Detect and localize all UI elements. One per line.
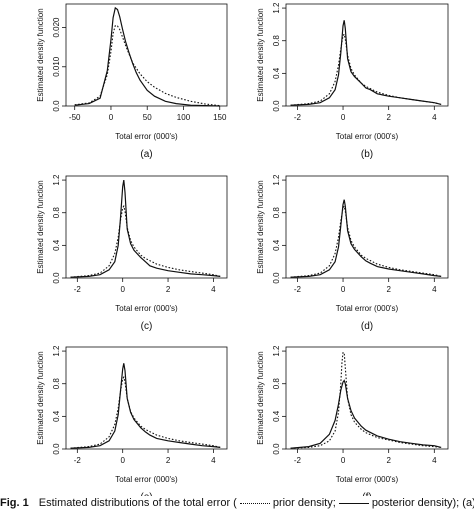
- y-tick-label: 0.8: [272, 207, 281, 219]
- y-axis-label: Estimated density function: [36, 8, 45, 101]
- x-tick-label: -2: [294, 113, 302, 122]
- caption-text-before: Estimated distributions of the total err…: [38, 497, 237, 509]
- panel-label: (b): [361, 149, 373, 160]
- posterior-density-line: [74, 6, 220, 107]
- y-tick-label: 0.010: [52, 56, 61, 77]
- x-tick-label: 2: [166, 456, 171, 465]
- caption-posterior-legend-line: [338, 502, 369, 504]
- y-axis-label: Estimated density function: [36, 180, 45, 273]
- x-axis-label: Total error (000's): [115, 304, 178, 313]
- x-tick-label: 0: [120, 456, 125, 465]
- plot-frame: [65, 3, 228, 107]
- y-tick-label: 0.4: [272, 410, 281, 422]
- posterior-density-line: [290, 199, 442, 278]
- x-tick-label: -2: [294, 456, 302, 465]
- panel-label: (c): [141, 321, 153, 332]
- x-tick-label: 100: [177, 113, 191, 122]
- x-tick-label: 4: [432, 285, 437, 294]
- x-tick-label: -2: [294, 285, 302, 294]
- plot-frame: [285, 3, 449, 107]
- panel-5: -2 0 2 4 0.0 0.4 0.8 1.2 Total error (000's) Esti…: [36, 345, 228, 496]
- y-tick-label: 0.8: [52, 207, 61, 219]
- x-tick-label: 4: [211, 456, 216, 465]
- x-tick-label: -50: [69, 113, 81, 122]
- y-tick-label: 0.4: [272, 67, 281, 79]
- prior-density-line: [290, 32, 442, 106]
- panel-2: -2 0 2 4 0.0 0.4 0.8 1.2 Total error (000's) Esti…: [256, 2, 449, 160]
- y-axis-label: Estimated density function: [256, 180, 265, 273]
- caption-label: Fig. 1: [0, 497, 29, 509]
- x-tick-label: 2: [386, 113, 391, 122]
- figure-caption: Fig. 1 Estimated distributions of the tot…: [0, 496, 474, 511]
- posterior-density-line: [290, 20, 442, 106]
- y-tick-label: 1.2: [52, 174, 61, 186]
- caption-prior-legend-line: [239, 502, 270, 504]
- x-tick-label: 150: [213, 113, 227, 122]
- x-axis-label: Total error (000's): [115, 132, 178, 141]
- y-axis-label: Estimated density function: [36, 351, 45, 444]
- panel-3: -2 0 2 4 0.0 0.4 0.8 1.2 Total error (000's) Esti…: [36, 174, 228, 332]
- plot-frame: [65, 346, 228, 450]
- prior-density-line: [290, 352, 442, 449]
- prior-density-line: [70, 204, 221, 278]
- y-tick-label: 0.0: [272, 272, 281, 284]
- x-tick-label: 50: [143, 113, 152, 122]
- plot-frame: [285, 175, 449, 279]
- x-axis-label: Total error (000's): [115, 475, 178, 484]
- y-tick-label: 0.8: [52, 378, 61, 390]
- x-tick-label: 2: [386, 456, 391, 465]
- y-axis-label: Estimated density function: [256, 8, 265, 101]
- y-tick-label: 0.4: [52, 239, 61, 251]
- y-tick-label: 0.8: [272, 35, 281, 47]
- x-axis-label: Total error (000's): [336, 304, 399, 313]
- y-tick-label: 0.0: [272, 443, 281, 455]
- x-tick-label: 4: [211, 285, 216, 294]
- x-tick-label: 4: [432, 456, 437, 465]
- prior-density-line: [70, 375, 221, 449]
- caption-prior-label: prior density;: [272, 497, 336, 509]
- y-tick-label: 0.0: [52, 272, 61, 284]
- x-tick-label: 0: [341, 285, 346, 294]
- panel-label: (a): [140, 149, 152, 160]
- posterior-density-line: [290, 379, 442, 449]
- prior-density-line: [290, 204, 442, 278]
- plot-frame: [65, 175, 228, 279]
- y-tick-label: 0.4: [272, 239, 281, 251]
- x-axis-label: Total error (000's): [336, 475, 399, 484]
- y-tick-label: 1.2: [272, 2, 281, 14]
- x-tick-label: 0: [109, 113, 114, 122]
- x-tick-label: 2: [386, 285, 391, 294]
- y-tick-label: 0.8: [272, 378, 281, 390]
- y-tick-label: 1.2: [272, 345, 281, 357]
- prior-density-line: [74, 24, 220, 107]
- panel-1: -50 0 50 100 150 0.0 0.010 0.020 Total error (00…: [36, 3, 228, 160]
- x-axis-label: Total error (000's): [336, 132, 399, 141]
- caption-posterior-label: posterior density); (a) orga-: [371, 497, 474, 509]
- x-tick-label: -2: [74, 285, 82, 294]
- y-tick-label: 1.2: [272, 174, 281, 186]
- panel-4: -2 0 2 4 0.0 0.4 0.8 1.2 Total error (000's) Esti…: [256, 174, 449, 332]
- x-tick-label: 0: [341, 456, 346, 465]
- posterior-density-line: [70, 179, 221, 278]
- x-tick-label: 4: [432, 113, 437, 122]
- y-tick-label: 0.0: [52, 443, 61, 455]
- posterior-density-line: [70, 363, 221, 449]
- x-tick-label: 2: [166, 285, 171, 294]
- y-tick-label: 0.020: [52, 17, 61, 38]
- panel-label: (d): [361, 321, 373, 332]
- x-tick-label: -2: [74, 456, 82, 465]
- y-tick-label: 0.0: [52, 100, 61, 112]
- panel-label: (f): [362, 492, 371, 496]
- y-tick-label: 1.2: [52, 345, 61, 357]
- panel-label: (e): [140, 492, 152, 496]
- y-tick-label: 0.0: [272, 100, 281, 112]
- x-tick-label: 0: [341, 113, 346, 122]
- panel-6: -2 0 2 4 0.0 0.4 0.8 1.2 Total error (000's) Esti…: [256, 345, 449, 496]
- y-axis-label: Estimated density function: [256, 351, 265, 444]
- plot-frame: [285, 346, 449, 450]
- x-tick-label: 0: [120, 285, 125, 294]
- y-tick-label: 0.4: [52, 410, 61, 422]
